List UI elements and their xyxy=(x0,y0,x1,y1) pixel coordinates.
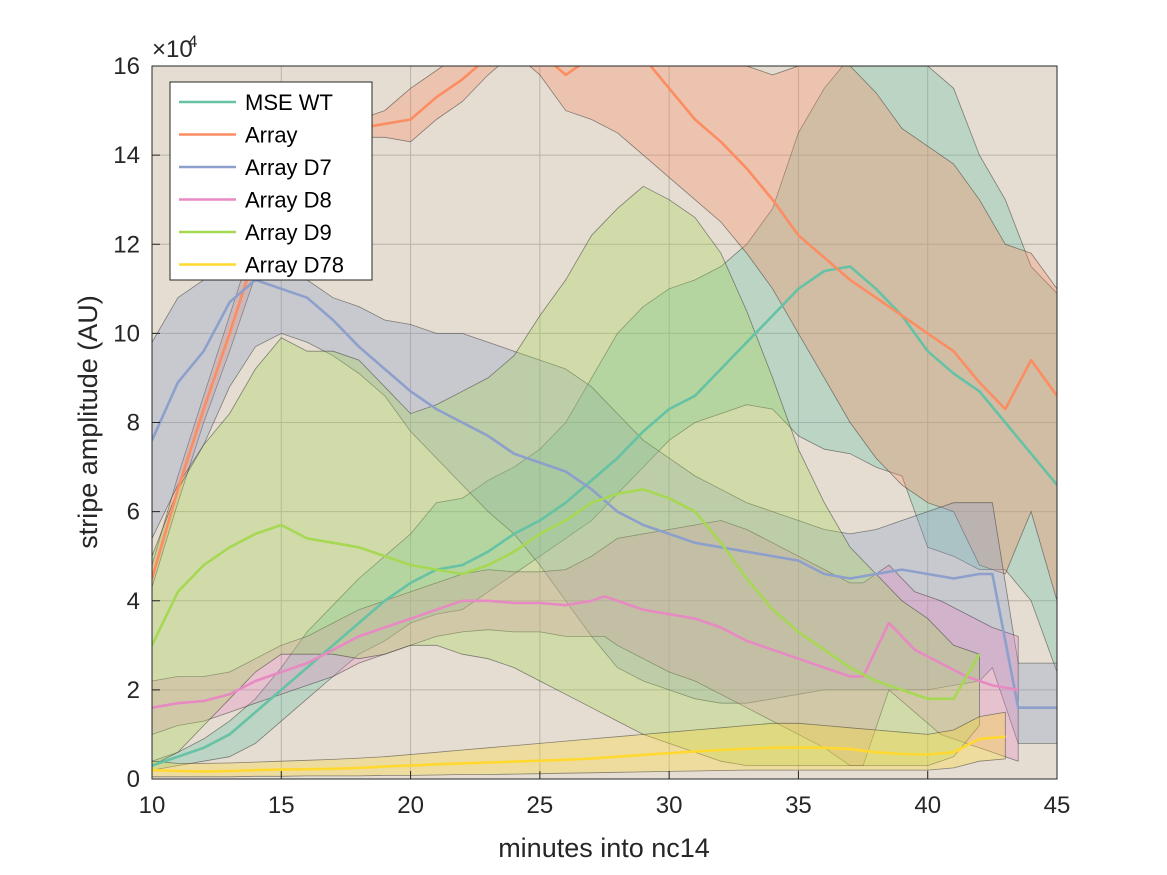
y-tick-label: 14 xyxy=(113,142,140,169)
band-array xyxy=(152,66,1057,601)
y-tick-label: 10 xyxy=(113,320,140,347)
line-mse-wt xyxy=(152,265,1057,767)
legend-label-array-d78: Array D78 xyxy=(245,253,344,278)
x-tick-label: 30 xyxy=(656,792,683,819)
band-mse-wt xyxy=(152,66,1057,771)
y-exponent-base: ×10 xyxy=(152,36,193,63)
x-tick-label: 45 xyxy=(1044,792,1071,819)
band-array-d7 xyxy=(152,261,1057,744)
y-tick-label: 2 xyxy=(127,677,140,704)
y-tick-label: 6 xyxy=(127,499,140,526)
legend-label-mse-wt: MSE WT xyxy=(245,90,333,115)
y-exponent: ×10 4 xyxy=(152,32,197,63)
x-axis-label: minutes into nc14 xyxy=(498,833,710,863)
y-tick-label: 0 xyxy=(127,766,140,793)
legend-label-array-d8: Array D8 xyxy=(245,188,332,213)
x-tick-label: 35 xyxy=(785,792,812,819)
line-array-d78 xyxy=(152,735,1006,773)
line-array-d8 xyxy=(152,594,1019,709)
y-tick-label: 8 xyxy=(127,410,140,437)
line-array-d7 xyxy=(152,278,1057,710)
band-array-d9 xyxy=(152,185,980,767)
y-tick-label: 12 xyxy=(113,231,140,258)
x-tick-label: 20 xyxy=(397,792,424,819)
legend-box xyxy=(169,81,373,281)
band-array-d78 xyxy=(152,711,1006,778)
y-tick-label: 4 xyxy=(127,588,140,615)
x-tick-label: 40 xyxy=(914,792,941,819)
y-axis-label: stripe amplitude (AU) xyxy=(73,295,103,549)
legend-label-array-d9: Array D9 xyxy=(245,220,332,245)
legend-label-array: Array xyxy=(245,123,298,148)
x-tick-label: 25 xyxy=(527,792,554,819)
y-axis-ticks: 0 2 4 6 8 10 12 14 16 xyxy=(113,53,160,793)
x-tick-label: 15 xyxy=(268,792,295,819)
legend-label-array-d7: Array D7 xyxy=(245,155,332,180)
x-tick-label: 10 xyxy=(139,792,166,819)
confidence-bands xyxy=(152,66,1057,778)
legend: MSE WT Array Array D7 Array D8 Array D9 Array… xyxy=(169,81,373,281)
line-array-d9 xyxy=(152,487,981,701)
y-tick-label: 16 xyxy=(113,53,140,80)
x-axis-ticks: 10 15 20 25 30 35 40 45 xyxy=(139,771,1071,819)
y-exponent-power: 4 xyxy=(188,32,197,51)
